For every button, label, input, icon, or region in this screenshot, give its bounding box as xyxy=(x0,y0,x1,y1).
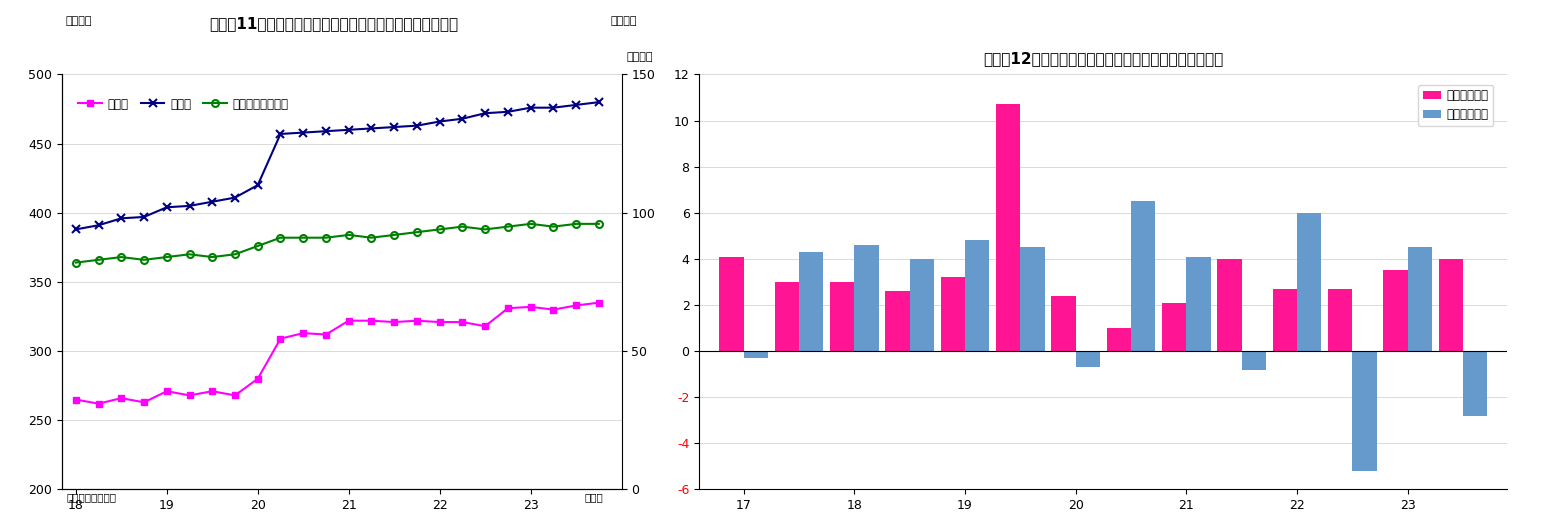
Bar xyxy=(1383,270,1408,351)
Bar xyxy=(1329,289,1352,351)
Bar xyxy=(965,240,990,351)
Bar xyxy=(743,351,768,358)
Bar xyxy=(1408,247,1433,351)
Bar xyxy=(774,282,799,351)
Text: （兆円）: （兆円） xyxy=(65,16,92,26)
Bar xyxy=(1464,351,1487,415)
Bar xyxy=(1075,351,1100,367)
Bar xyxy=(886,291,909,351)
Bar xyxy=(720,256,743,351)
Bar xyxy=(799,252,824,351)
Legend: 対外直接投資, 対外証券投資: 対外直接投資, 対外証券投資 xyxy=(1419,85,1493,126)
Bar xyxy=(1162,303,1186,351)
Text: （兆円）: （兆円） xyxy=(626,52,653,62)
Bar xyxy=(1052,296,1075,351)
Bar xyxy=(855,245,878,351)
Bar xyxy=(1439,259,1464,351)
Bar xyxy=(909,259,934,351)
Bar xyxy=(830,282,855,351)
Text: （資料）日本銀行: （資料）日本銀行 xyxy=(67,492,117,502)
Bar xyxy=(1131,201,1155,351)
Bar xyxy=(996,104,1021,351)
Text: （年）: （年） xyxy=(584,492,603,502)
Text: （兆円）: （兆円） xyxy=(611,16,637,26)
Bar xyxy=(1217,259,1242,351)
Bar xyxy=(1021,247,1044,351)
Bar xyxy=(1106,328,1131,351)
Bar xyxy=(940,277,965,351)
Bar xyxy=(1242,351,1267,370)
Bar xyxy=(1186,256,1211,351)
Bar xyxy=(1352,351,1377,471)
Legend: 現預金, 借入金, 債務証券（右軸）: 現預金, 借入金, 債務証券（右軸） xyxy=(73,93,294,115)
Bar xyxy=(1298,213,1321,351)
Bar xyxy=(1273,289,1298,351)
Title: （図表12）民間非金融法人の対外投資額（資金フロー）: （図表12）民間非金融法人の対外投資額（資金フロー） xyxy=(984,52,1223,66)
Text: （図表11）民間非金融法人の現預金・借入・債務証券残高: （図表11）民間非金融法人の現預金・借入・債務証券残高 xyxy=(210,16,458,31)
